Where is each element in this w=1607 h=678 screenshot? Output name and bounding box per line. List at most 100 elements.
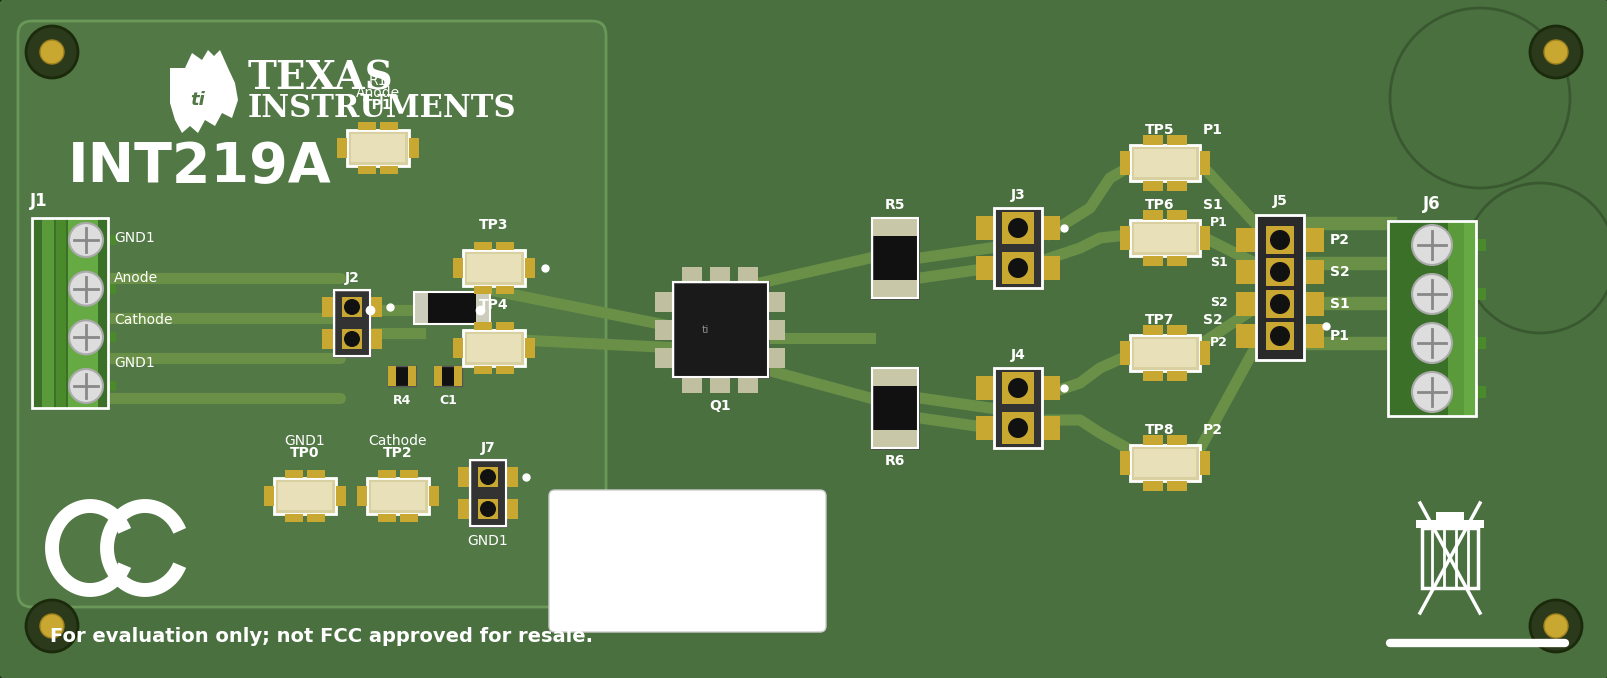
Bar <box>321 329 334 349</box>
Text: TP8: TP8 <box>1144 423 1175 437</box>
Bar <box>1303 324 1323 348</box>
Circle shape <box>480 501 495 517</box>
Bar <box>1167 135 1186 145</box>
Text: TP4: TP4 <box>479 298 508 312</box>
Bar <box>1143 325 1162 335</box>
Bar <box>673 282 768 377</box>
Text: GND1: GND1 <box>114 231 154 245</box>
Bar <box>334 290 370 356</box>
Bar <box>32 218 108 408</box>
Text: Cathode: Cathode <box>368 434 427 448</box>
Bar <box>1475 239 1485 251</box>
Text: J3: J3 <box>1009 188 1025 202</box>
Bar <box>1133 149 1196 177</box>
Bar <box>710 267 730 283</box>
Text: TP3: TP3 <box>479 218 508 232</box>
Bar <box>1255 215 1303 360</box>
Bar <box>408 138 419 158</box>
Bar <box>1041 216 1059 240</box>
Bar <box>350 134 405 162</box>
Circle shape <box>69 320 103 355</box>
Bar <box>495 322 514 330</box>
Bar <box>477 467 498 487</box>
Bar <box>1001 212 1033 244</box>
Bar <box>474 242 492 250</box>
Bar <box>1167 481 1186 491</box>
Bar <box>975 256 993 280</box>
Text: TP1: TP1 <box>363 98 392 112</box>
Bar <box>408 366 416 386</box>
Bar <box>654 320 673 340</box>
Text: TEXAS: TEXAS <box>247 60 394 98</box>
Bar <box>1143 210 1162 220</box>
Bar <box>1041 376 1059 400</box>
Text: TP5: TP5 <box>1144 123 1175 137</box>
Bar <box>1041 256 1059 280</box>
Bar <box>1133 224 1196 252</box>
Bar <box>1001 252 1033 284</box>
Bar <box>710 377 730 393</box>
Text: P1: P1 <box>1202 123 1223 137</box>
Bar <box>477 499 498 519</box>
Bar <box>767 320 784 340</box>
Bar <box>1167 435 1186 445</box>
Circle shape <box>1008 258 1027 278</box>
Bar <box>1133 339 1196 367</box>
Bar <box>1130 145 1199 181</box>
Bar <box>307 514 325 522</box>
Bar <box>975 216 993 240</box>
Bar <box>681 377 702 393</box>
Bar <box>1167 181 1186 191</box>
Bar <box>1167 210 1186 220</box>
Bar <box>378 514 395 522</box>
Bar <box>993 208 1041 288</box>
Bar <box>1001 412 1033 444</box>
Bar <box>358 166 376 174</box>
Bar <box>371 482 424 510</box>
Bar <box>506 467 517 487</box>
Text: S2: S2 <box>1329 265 1348 279</box>
Text: TP7: TP7 <box>1144 313 1175 327</box>
Bar <box>434 366 442 386</box>
Bar <box>1120 226 1130 250</box>
Bar <box>400 470 418 478</box>
Text: S1: S1 <box>1202 198 1221 212</box>
Text: C1: C1 <box>439 394 456 407</box>
Text: Anode: Anode <box>355 86 400 100</box>
Bar <box>871 368 918 386</box>
Text: INSTRUMENTS: INSTRUMENTS <box>247 93 516 124</box>
Circle shape <box>69 369 103 403</box>
Circle shape <box>1008 418 1027 438</box>
Bar <box>681 267 702 283</box>
Bar <box>413 292 427 324</box>
Bar <box>1130 335 1199 371</box>
Text: J1: J1 <box>31 192 48 210</box>
Bar <box>1130 445 1199 481</box>
FancyBboxPatch shape <box>18 21 606 607</box>
Bar <box>278 482 331 510</box>
Bar <box>1416 520 1483 528</box>
Text: J6: J6 <box>1422 195 1440 213</box>
Bar <box>466 334 521 362</box>
Circle shape <box>40 614 64 638</box>
Bar <box>871 430 918 448</box>
Bar <box>458 467 469 487</box>
Text: GND1: GND1 <box>468 534 508 548</box>
Bar <box>1475 386 1485 398</box>
Bar <box>1130 220 1199 256</box>
Circle shape <box>344 331 360 347</box>
Bar <box>1143 481 1162 491</box>
Bar <box>321 297 334 317</box>
Bar <box>342 297 362 317</box>
Text: For evaluation only; not FCC approved for resale.: For evaluation only; not FCC approved fo… <box>50 626 593 645</box>
Bar <box>67 218 98 408</box>
Circle shape <box>69 223 103 257</box>
Bar <box>1143 435 1162 445</box>
Text: P1: P1 <box>1329 329 1350 343</box>
Bar <box>1143 371 1162 381</box>
Text: R4: R4 <box>392 394 411 407</box>
Bar <box>871 218 918 236</box>
Bar <box>738 377 757 393</box>
Text: R6: R6 <box>884 454 905 468</box>
Bar <box>1143 256 1162 266</box>
